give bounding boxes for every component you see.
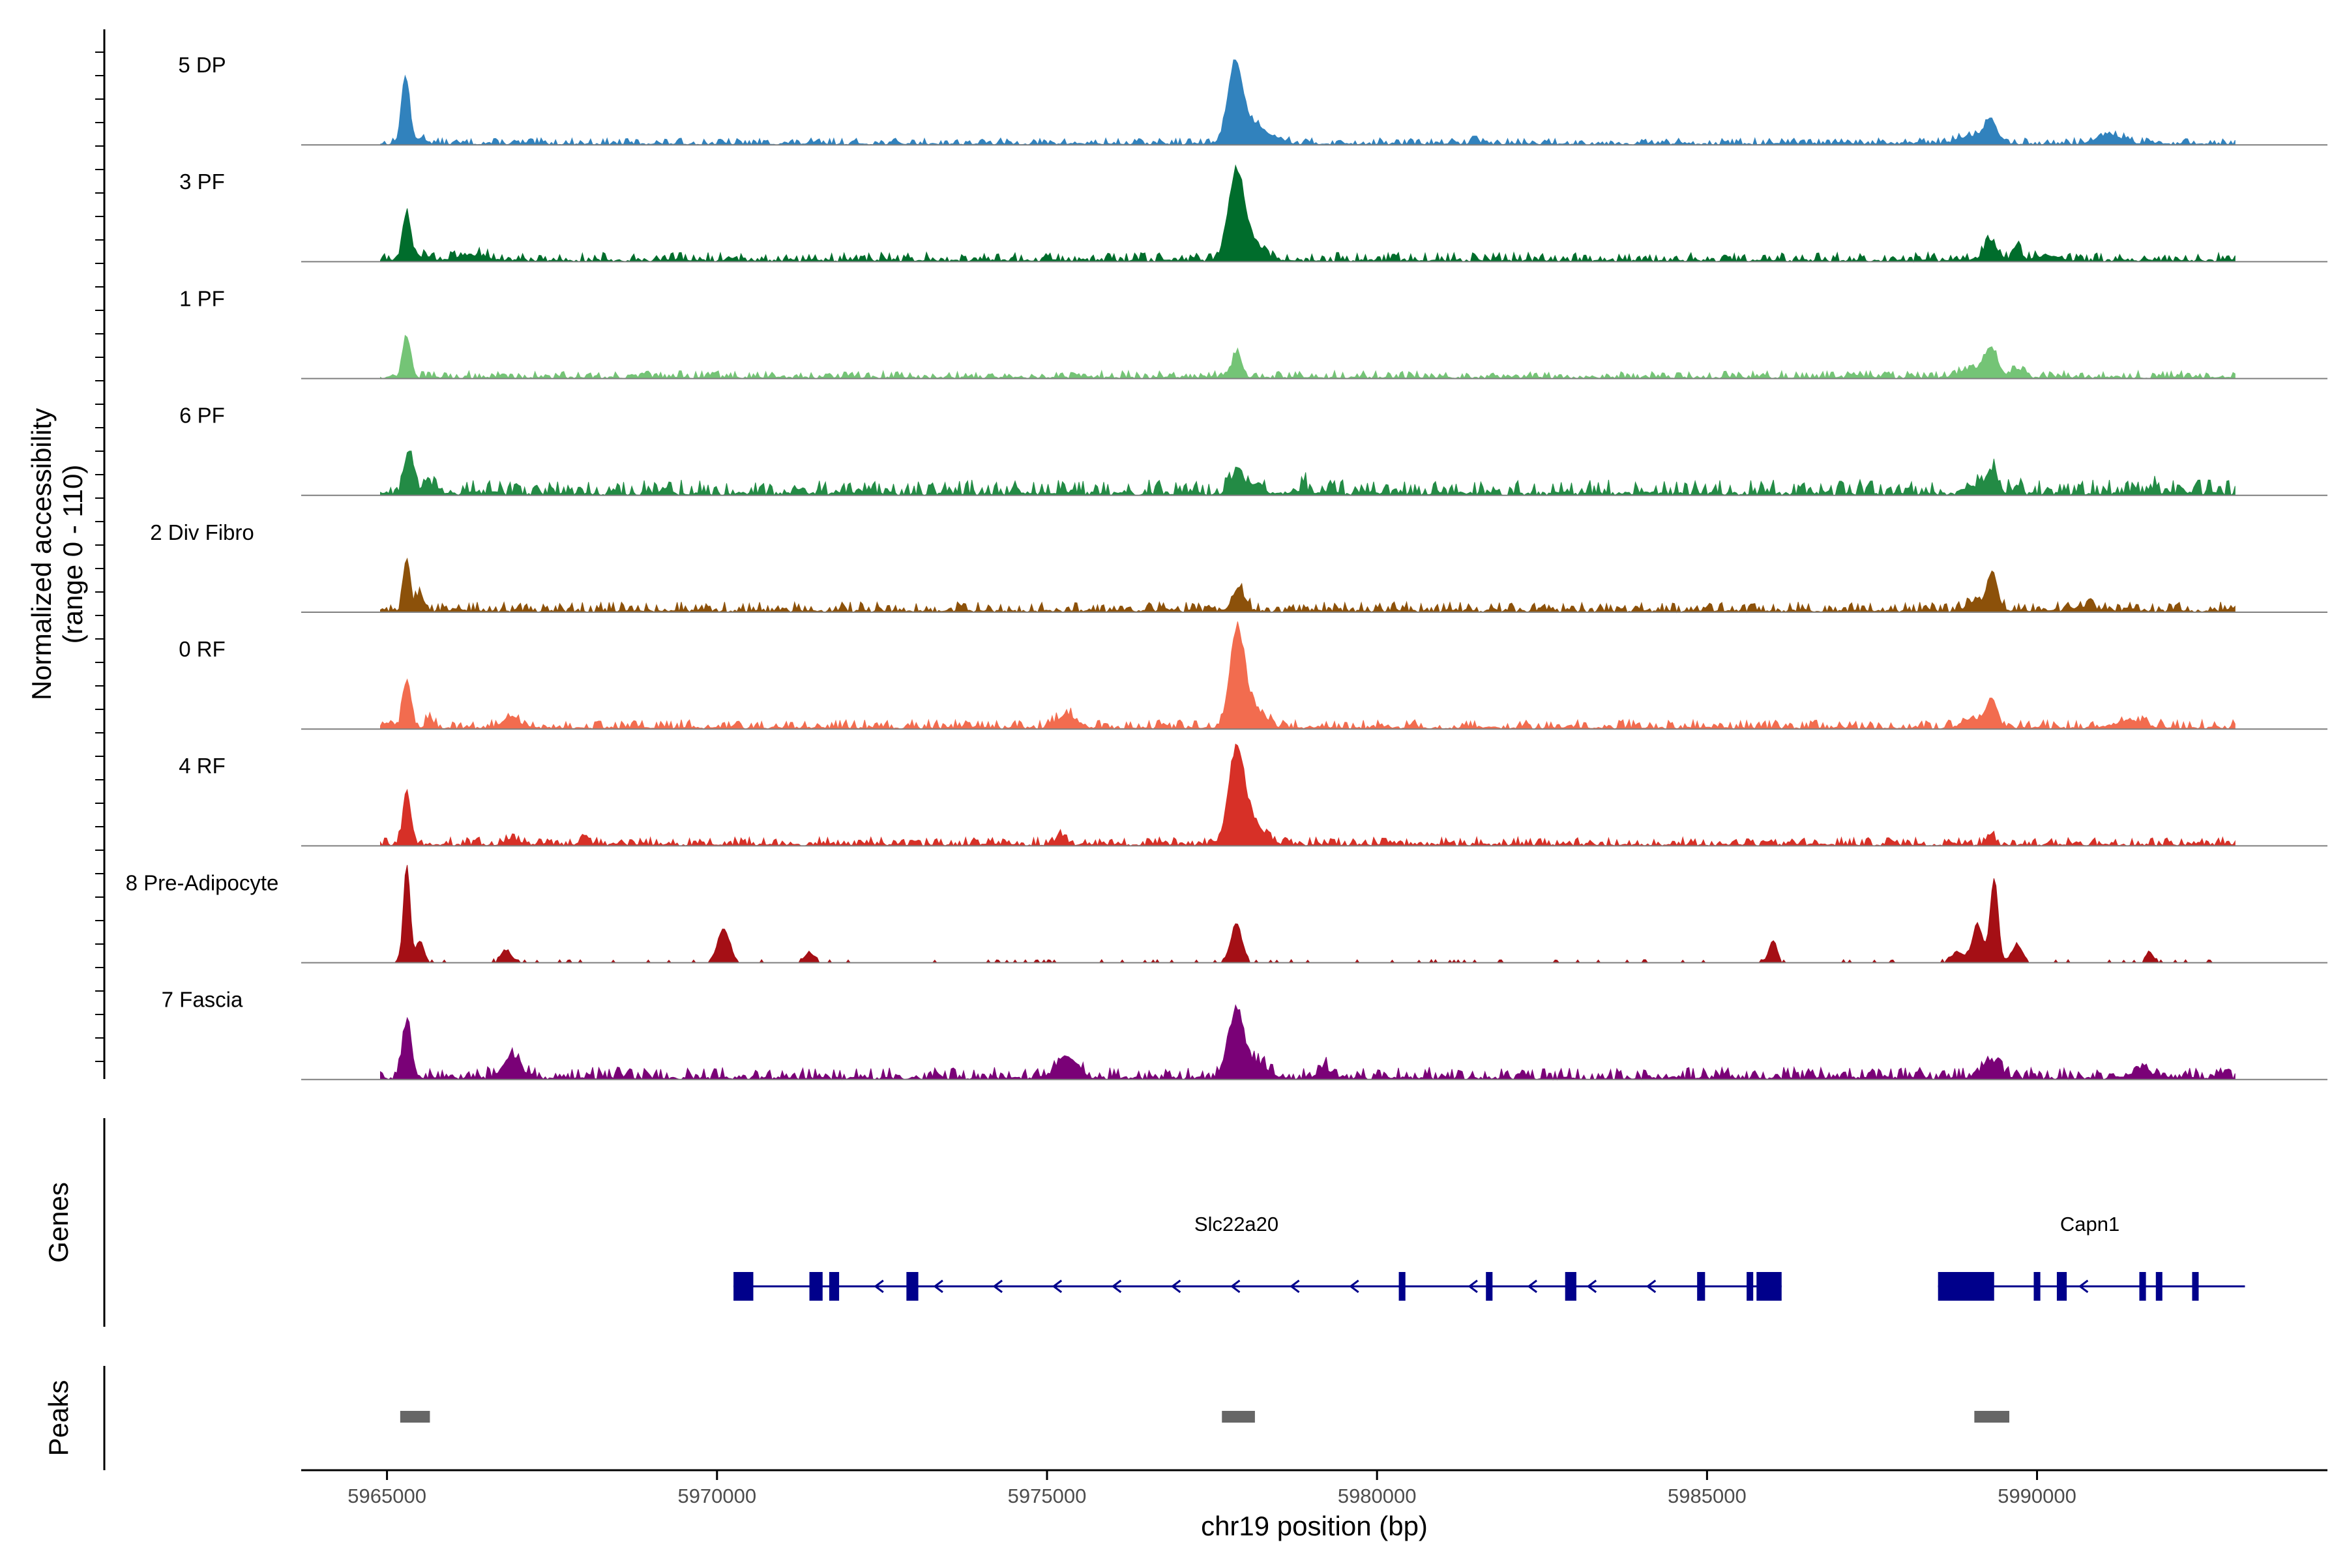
coverage-y-axis-ticks	[95, 52, 104, 1062]
coverage-area	[380, 621, 2236, 730]
strand-arrow	[1527, 1279, 1537, 1294]
track-label: 3 PF	[179, 170, 225, 194]
track-label: 5 DP	[178, 53, 226, 77]
strand-arrow	[2078, 1279, 2089, 1294]
track-label: 8 Pre-Adipocyte	[126, 870, 279, 895]
strand-arrow	[1586, 1279, 1597, 1294]
gene-exon	[2033, 1272, 2041, 1301]
track-5-dp: 5 DP	[178, 53, 2327, 146]
coverage-tracks: 5 DP 3 PF 1 PF 6 PF 2 Div Fibro 0 RF 4 RF 8 Pre…	[126, 53, 2327, 1081]
track-2-div-fibro: 2 Div Fibro	[150, 520, 2327, 614]
strand-arrow	[1111, 1279, 1122, 1294]
gene-exon	[733, 1272, 754, 1301]
gene-exon	[1486, 1272, 1493, 1301]
track-4-rf: 4 RF	[179, 743, 2327, 847]
strand-arrow	[1230, 1279, 1241, 1294]
gene-exon	[1747, 1272, 1754, 1301]
x-tick-label: 5965000	[347, 1485, 426, 1507]
gene-capn1: Capn1	[1938, 1213, 2245, 1301]
track-label: 6 PF	[179, 404, 225, 428]
strand-arrow	[992, 1279, 1003, 1294]
gene-label: Capn1	[2060, 1213, 2119, 1235]
coverage-area	[380, 557, 2236, 614]
peaks-track-title: Peaks	[43, 1380, 74, 1457]
strand-arrow	[1646, 1279, 1657, 1294]
gene-exon	[1565, 1272, 1576, 1301]
coverage-area	[380, 1004, 2236, 1081]
peak-region	[1974, 1411, 2010, 1423]
track-label: 2 Div Fibro	[150, 520, 254, 544]
track-1-pf: 1 PF	[179, 286, 2327, 380]
genes-track-title: Genes	[43, 1182, 74, 1263]
gene-exon	[2056, 1272, 2067, 1301]
x-tick-label: 5985000	[1668, 1485, 1747, 1507]
x-tick-label: 5980000	[1338, 1485, 1417, 1507]
coverage-area	[380, 743, 2236, 847]
coverage-area	[380, 59, 2236, 146]
track-label: 0 RF	[179, 637, 226, 661]
strand-arrow	[1052, 1279, 1063, 1294]
track-label: 4 RF	[179, 754, 226, 778]
gene-exon	[2192, 1272, 2199, 1301]
gene-annotation-track: Slc22a20 Capn1	[733, 1213, 2245, 1301]
gene-label: Slc22a20	[1194, 1213, 1278, 1235]
track-label: 1 PF	[179, 286, 225, 310]
gene-exon	[1756, 1272, 1782, 1301]
strand-arrow	[874, 1279, 884, 1294]
track-6-pf: 6 PF	[179, 404, 2327, 497]
strand-arrow	[1349, 1279, 1359, 1294]
peak-region	[1222, 1411, 1255, 1423]
peak-region	[400, 1411, 430, 1423]
gene-exon	[2155, 1272, 2162, 1301]
coverage-area	[380, 164, 2236, 263]
strand-arrow	[1468, 1279, 1478, 1294]
y-axis-title-line2: (range 0 - 110)	[57, 465, 88, 644]
coverage-area	[380, 865, 2236, 964]
x-tick-label: 5990000	[1998, 1485, 2076, 1507]
y-axis-title-line1: Normalized accessibility	[26, 408, 57, 700]
x-axis: 5965000 5970000 5975000 5980000 5985000 59900…	[347, 1470, 2076, 1507]
strand-arrow	[933, 1279, 943, 1294]
x-tick-label: 5970000	[677, 1485, 756, 1507]
x-tick-label: 5975000	[1008, 1485, 1087, 1507]
gene-exon	[809, 1272, 823, 1301]
peaks-track	[400, 1411, 2010, 1423]
track-3-pf: 3 PF	[179, 164, 2327, 263]
gene-exon	[2139, 1272, 2146, 1301]
gene-exon	[1697, 1272, 1705, 1301]
gene-exon	[1938, 1272, 1994, 1301]
track-8-pre-adipocyte: 8 Pre-Adipocyte	[126, 865, 2327, 964]
strand-arrow	[1170, 1279, 1181, 1294]
coverage-area	[380, 334, 2236, 380]
gene-exon	[829, 1272, 840, 1301]
track-0-rf: 0 RF	[179, 621, 2327, 730]
gene-exon	[1398, 1272, 1406, 1301]
track-7-fascia: 7 Fascia	[162, 988, 2327, 1081]
strand-arrow	[1290, 1279, 1300, 1294]
gene-exon	[906, 1272, 919, 1301]
coverage-area	[380, 451, 2236, 497]
track-label: 7 Fascia	[162, 988, 243, 1012]
gene-slc22a20: Slc22a20	[733, 1213, 1782, 1301]
x-axis-title: chr19 position (bp)	[1201, 1511, 1428, 1541]
